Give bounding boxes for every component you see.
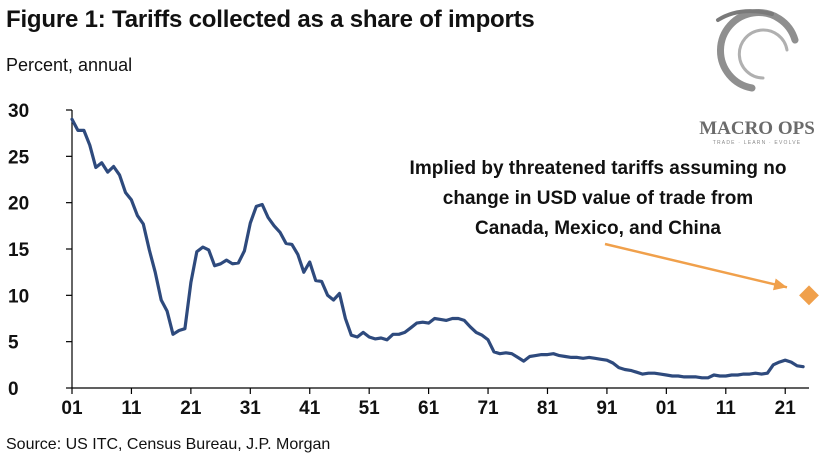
x-tick-label: 01 [656, 398, 678, 419]
y-tick-label: 5 [8, 333, 19, 354]
annotation: Implied by threatened tariffs assuming n… [410, 158, 787, 239]
x-tick-label: 61 [418, 398, 440, 419]
x-tick-label: 41 [299, 398, 321, 419]
x-tick-label: 51 [359, 398, 381, 419]
y-tick-label: 30 [8, 101, 29, 122]
y-tick-label: 15 [8, 240, 30, 261]
y-tick-label: 20 [8, 194, 29, 215]
annotation-line-2: change in USD value of trade from [443, 188, 753, 209]
chart-source: Source: US ITC, Census Bureau, J.P. Morg… [6, 436, 331, 453]
annotation-line-1: Implied by threatened tariffs assuming n… [410, 158, 787, 179]
y-tick-label: 10 [8, 286, 29, 307]
chart-subtitle: Percent, annual [6, 55, 133, 75]
annotation-arrow [604, 242, 788, 289]
plot-area [70, 117, 819, 380]
x-tick-label: 01 [61, 398, 83, 419]
x-tick-label: 21 [180, 398, 202, 419]
annotation-arrowhead [773, 278, 787, 291]
logo-text: MACRO OPS [699, 118, 815, 139]
series-line [70, 117, 805, 380]
x-tick-label: 81 [537, 398, 559, 419]
y-tick-label: 0 [8, 379, 19, 400]
x-tick-label: 11 [121, 398, 142, 419]
implied-tariff-marker [799, 285, 819, 306]
annotation-line-3: Canada, Mexico, and China [475, 218, 721, 239]
x-tick-label: 21 [775, 398, 797, 419]
logo-tagline: TRADE · LEARN · EVOLVE [713, 140, 802, 146]
x-tick-label: 31 [240, 398, 262, 419]
chart-title: Figure 1: Tariffs collected as a share o… [6, 6, 535, 33]
x-tick-label: 71 [477, 398, 499, 419]
x-axis: 01 11 21 31 41 51 61 71 81 91 01 11 21 [61, 387, 809, 419]
x-tick-label: 91 [596, 398, 618, 419]
y-axis: 0 5 10 15 20 25 30 [8, 101, 73, 400]
x-tick-label: 11 [716, 398, 737, 419]
y-tick-label: 25 [8, 147, 30, 168]
company-logo [716, 9, 799, 92]
